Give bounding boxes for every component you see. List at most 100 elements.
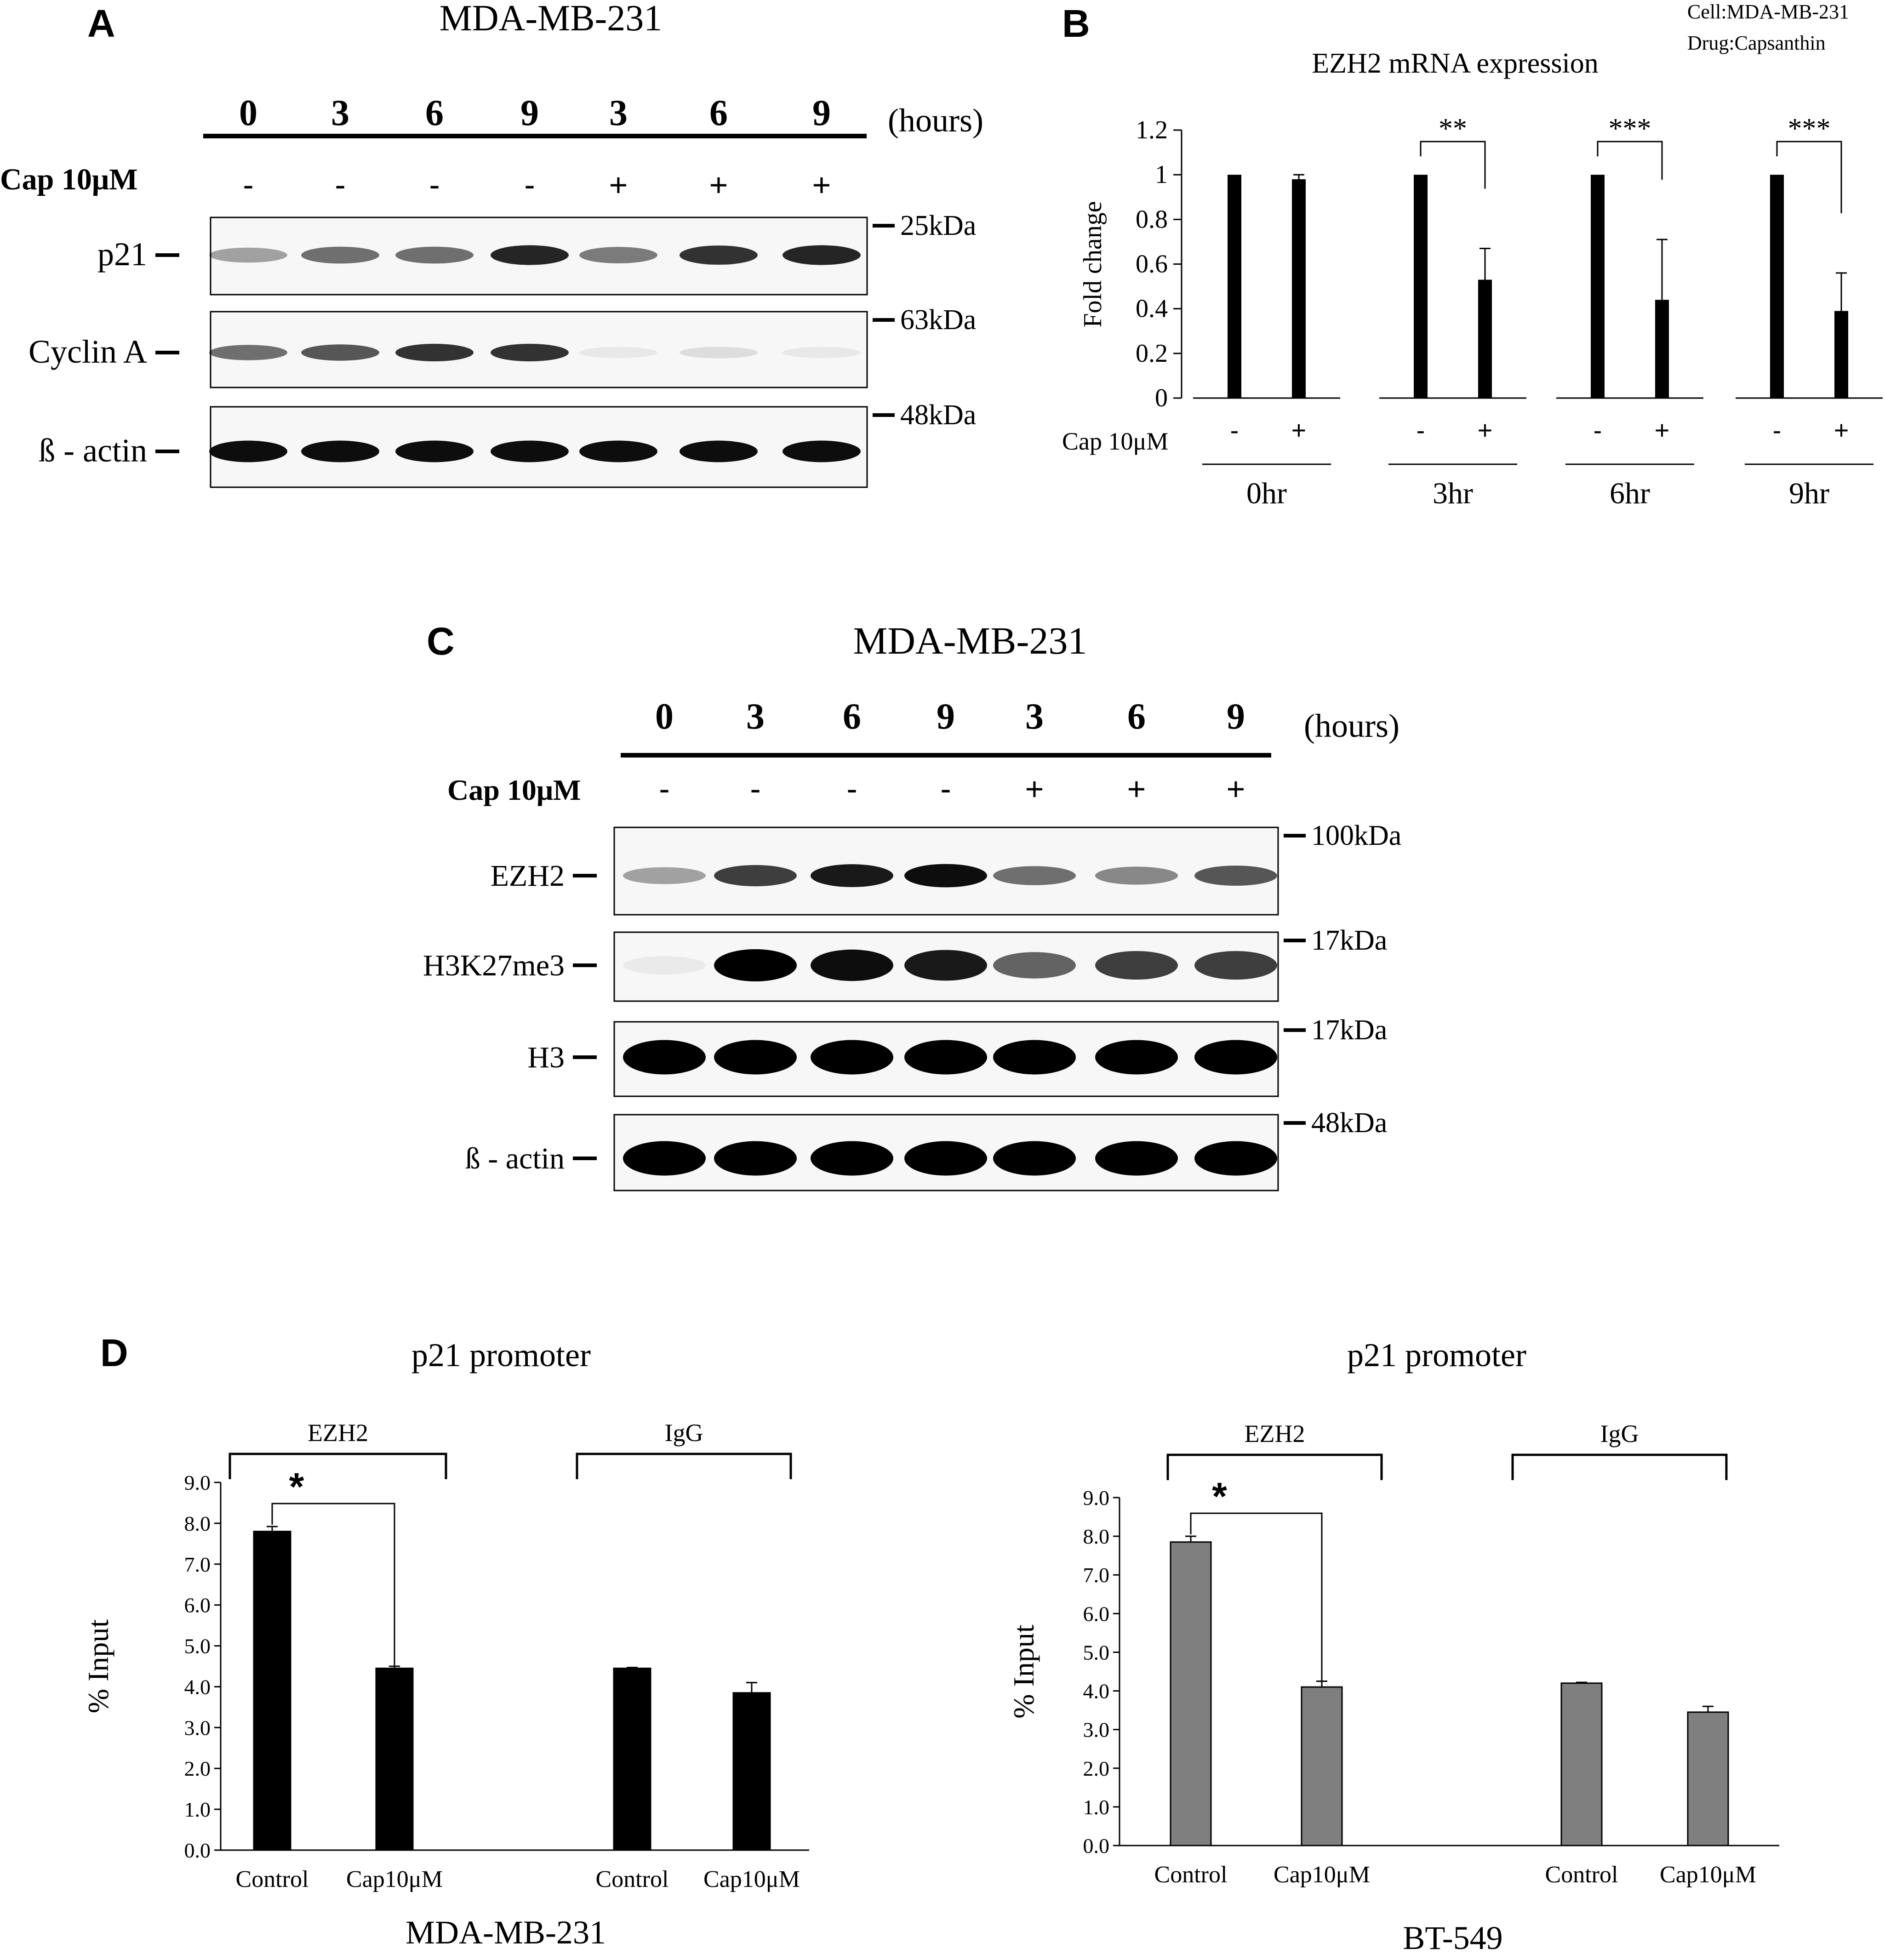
blot-band: [811, 949, 893, 981]
panel-d: D p21 promoter MDA-MB-231 % Input 0.0 1.0 2.0…: [82, 1331, 1779, 1956]
bar: [253, 1531, 291, 1851]
y-tick-label: 0.0: [184, 1839, 211, 1862]
mw-label: 48kDa: [900, 399, 976, 431]
mw-label: 48kDa: [1311, 1107, 1387, 1139]
chart-subtitle: MDA-MB-231: [406, 1914, 606, 1951]
significance-bracket: [271, 1503, 395, 1666]
y-tick-label: 0.6: [1136, 250, 1168, 279]
blot-band: [491, 245, 569, 265]
significance-stars: **: [1439, 113, 1467, 144]
group-bracket: [1511, 1453, 1728, 1480]
panel-c-blots: EZH2 100kDa H3K27me3 17kDa H3 17kDa ß - actin 4…: [423, 820, 1401, 1191]
treatment-sign: +: [709, 167, 728, 203]
blot-band: [993, 1141, 1076, 1176]
y-tick-label: 0.8: [1136, 205, 1168, 234]
group-label: EZH2: [308, 1419, 368, 1447]
treatment-sign: -: [524, 167, 535, 203]
group-label: IgG: [665, 1419, 703, 1447]
panel-b-treatment-label: Cap 10μM: [1062, 427, 1168, 455]
y-tick-label: 1: [1155, 160, 1168, 189]
treatment-sign: +: [1291, 416, 1307, 444]
blot-row: ß - actin 48kDa: [39, 399, 976, 488]
panel-c-treatment-signs: - - - - + + +: [659, 771, 1245, 807]
y-tick-label: 5.0: [1083, 1641, 1110, 1664]
treatment-sign: -: [335, 167, 345, 203]
significance-bracket: [1190, 1512, 1323, 1681]
y-tick-label: 4.0: [184, 1675, 211, 1698]
blot-band: [904, 1040, 987, 1075]
blot-band: [811, 864, 893, 887]
y-axis-label: % Input: [1007, 1624, 1040, 1719]
y-tick-label: 0.4: [1136, 295, 1168, 323]
panel-c-treatment-label: Cap 10μM: [447, 774, 581, 806]
time-label: 6: [425, 93, 444, 133]
treatment-sign: -: [243, 167, 253, 203]
treatment-sign: +: [812, 167, 831, 203]
x-tick-label: Control: [1545, 1862, 1618, 1888]
y-tick-label: 2.0: [1083, 1757, 1110, 1780]
time-label: 0: [239, 93, 257, 133]
y-tick-label: 9.0: [1083, 1486, 1110, 1510]
x-tick-label: Control: [1154, 1862, 1228, 1888]
panel-a-treatment-signs: - - - - + + +: [243, 167, 831, 203]
blot-band: [623, 1040, 706, 1075]
protein-label: p21: [97, 236, 147, 273]
bar: [1834, 311, 1848, 398]
time-label: 3: [609, 93, 628, 133]
blot-band: [1194, 951, 1277, 980]
panel-a-treatment-label: Cap 10μM: [0, 163, 138, 196]
time-label: 9: [812, 93, 831, 133]
blot-band: [680, 347, 758, 359]
blot-band: [811, 1040, 893, 1075]
blot-band: [1194, 1141, 1277, 1176]
time-label: 6: [843, 696, 861, 737]
blot-band: [623, 1141, 706, 1176]
blot-band: [1194, 866, 1277, 886]
blot-band: [209, 247, 287, 263]
treatment-sign: -: [846, 771, 857, 807]
blot-band: [904, 950, 987, 981]
blot-row: EZH2 100kDa: [491, 820, 1401, 916]
group-bracket: [576, 1453, 792, 1479]
significance-star: *: [1212, 1475, 1227, 1518]
treatment-sign: -: [429, 167, 440, 203]
blot-band: [623, 956, 706, 975]
blot-band: [680, 245, 758, 265]
group-label: 6hr: [1610, 477, 1650, 510]
blot-band: [301, 344, 379, 361]
time-label: 9: [937, 696, 955, 737]
significance-star: *: [289, 1465, 304, 1508]
panel-c-letter: C: [427, 620, 455, 663]
blot-band: [579, 347, 657, 359]
mw-label: 17kDa: [1311, 925, 1387, 956]
bar: [1687, 1711, 1729, 1846]
treatment-sign: +: [609, 167, 628, 203]
panel-b: B Cell:MDA-MB-231 Drug:Capsanthin EZH2 m…: [1062, 0, 1883, 510]
time-label: 9: [520, 93, 539, 133]
mw-label: 17kDa: [1311, 1014, 1387, 1046]
blot-band: [904, 1141, 987, 1176]
time-label: 3: [331, 93, 349, 133]
bar: [732, 1692, 771, 1851]
y-tick-label: 7.0: [1083, 1563, 1110, 1587]
time-label: 0: [655, 696, 674, 737]
time-label: 6: [709, 93, 728, 133]
chart-title: p21 promoter: [1347, 1337, 1526, 1373]
x-tick-label: Control: [236, 1866, 309, 1892]
treatment-sign: -: [1417, 416, 1425, 444]
treatment-sign: -: [1773, 416, 1782, 444]
blot-band: [491, 343, 569, 362]
group-bracket: [228, 1453, 447, 1479]
x-tick-label: Cap10μM: [346, 1866, 443, 1892]
group-label: 3hr: [1433, 477, 1473, 510]
treatment-sign: +: [1025, 771, 1044, 807]
group-label: EZH2: [1245, 1420, 1305, 1447]
bar: [1292, 179, 1306, 398]
time-label: 3: [746, 696, 765, 737]
bar: [1478, 279, 1492, 398]
y-tick-label: 8.0: [184, 1512, 211, 1535]
panel-d-chart-mda-mb-231: p21 promoter MDA-MB-231 % Input 0.0 1.0 2.0 3.…: [82, 1337, 809, 1951]
treatment-sign: -: [1594, 416, 1602, 444]
blot-band: [209, 440, 287, 462]
